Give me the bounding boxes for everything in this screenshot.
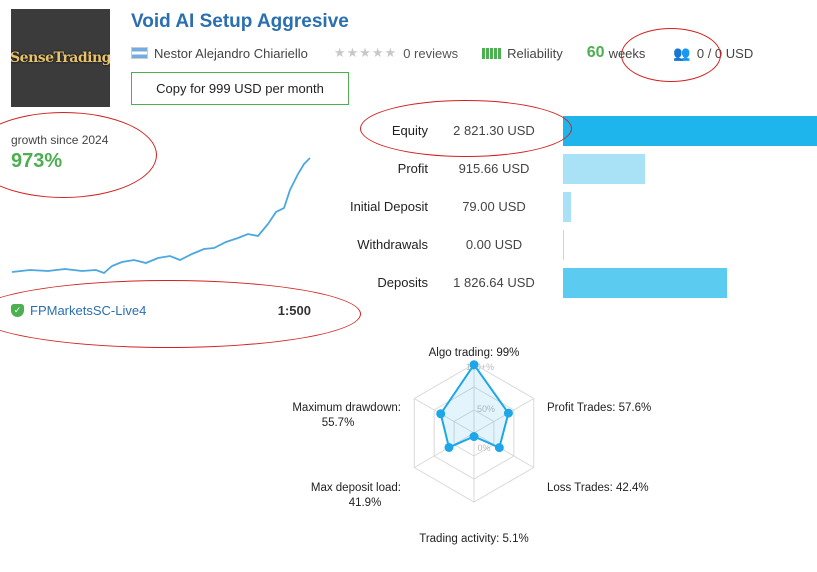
argentina-flag-icon	[131, 47, 148, 59]
stat-label-equity: Equity	[391, 123, 428, 138]
rating-stars-icon: ★★★★★	[333, 45, 398, 60]
ring-label-50: 50%	[477, 404, 495, 414]
growth-line	[11, 157, 311, 275]
axis-label-max-deposit-load: Max deposit load:	[311, 482, 401, 494]
stat-label-withdrawals: Withdrawals	[357, 237, 428, 252]
radar-point-0	[469, 360, 479, 370]
leverage-value: 1:500	[277, 303, 311, 318]
radar-point-2	[494, 443, 504, 453]
radar-point-4	[444, 442, 454, 452]
stat-bar-deposits	[563, 268, 728, 298]
signal-title[interactable]: Void AI Setup Aggresive	[131, 11, 349, 32]
weeks-count: 60	[586, 44, 605, 61]
verified-shield-icon: ✓	[11, 304, 24, 317]
stat-bar-initial-deposit	[563, 192, 571, 222]
reviews-link[interactable]: 0 reviews	[403, 45, 459, 61]
axis-value-max-drawdown: 55.7%	[322, 417, 355, 429]
copy-button[interactable]: Copy for 999 USD per month	[131, 72, 349, 105]
stat-label-initial-deposit: Initial Deposit	[349, 199, 428, 214]
broker-link[interactable]: FPMarketsSC-Live4	[30, 303, 147, 318]
radar-point-5	[436, 409, 446, 419]
broker-row: ✓ FPMarketsSC-Live4 1:500	[11, 303, 311, 318]
radar-spoke-2	[473, 432, 535, 468]
stat-label-profit: Profit	[397, 161, 428, 176]
avatar[interactable]: SenseTrading	[11, 9, 110, 107]
growth-sparkline[interactable]	[0, 150, 320, 280]
subscribers-value: 0 / 0 USD	[696, 45, 754, 61]
stat-value-deposits: 1 826.64 USD	[453, 275, 535, 290]
growth-label: growth since 2024	[11, 133, 109, 147]
weeks-label: weeks	[608, 45, 646, 61]
axis-label-max-drawdown: Maximum drawdown:	[292, 402, 401, 414]
stat-value-withdrawals: 0.00 USD	[465, 237, 523, 252]
growth-value: 973%	[11, 150, 63, 172]
ring-label-100: 100+%	[466, 362, 494, 372]
radar-point-1	[503, 408, 513, 418]
author-link[interactable]: Nestor Alejandro Chiariello	[154, 45, 308, 61]
stat-value-equity: 2 821.30 USD	[453, 123, 535, 138]
reliability-label: Reliability	[507, 45, 563, 61]
radar-point-3	[469, 432, 479, 442]
radar-spoke-1	[473, 398, 535, 434]
stat-bar-profit	[563, 154, 646, 184]
stat-bar-withdrawals	[563, 230, 564, 260]
axis-value-max-deposit-load: 41.9%	[349, 497, 382, 509]
stat-bar-equity	[563, 116, 817, 146]
axis-label-algo-trading: Algo trading: 99%	[429, 347, 520, 359]
trading-radar-chart: 100+% 50% 0% Algo trading: 99% Profit Tr…	[292, 347, 651, 545]
subscribers-icon: 👥	[673, 44, 691, 61]
axis-label-trading-activity: Trading activity: 5.1%	[419, 533, 529, 545]
meta-row: Nestor Alejandro Chiariello ★★★★★ 0 revi…	[131, 44, 753, 62]
stat-value-initial-deposit: 79.00 USD	[462, 199, 526, 214]
radar-data	[436, 360, 513, 453]
axis-label-profit-trades: Profit Trades: 57.6%	[547, 402, 651, 414]
ring-label-0: 0%	[477, 443, 490, 453]
stat-value-profit: 915.66 USD	[458, 161, 530, 176]
radar-spoke-4	[413, 432, 475, 468]
stat-label-deposits: Deposits	[377, 275, 428, 290]
radar-grid	[413, 363, 535, 503]
reliability-bars-icon	[482, 47, 502, 59]
axis-label-loss-trades: Loss Trades: 42.4%	[547, 482, 649, 494]
brand-logo-text: SenseTrading	[11, 50, 110, 66]
